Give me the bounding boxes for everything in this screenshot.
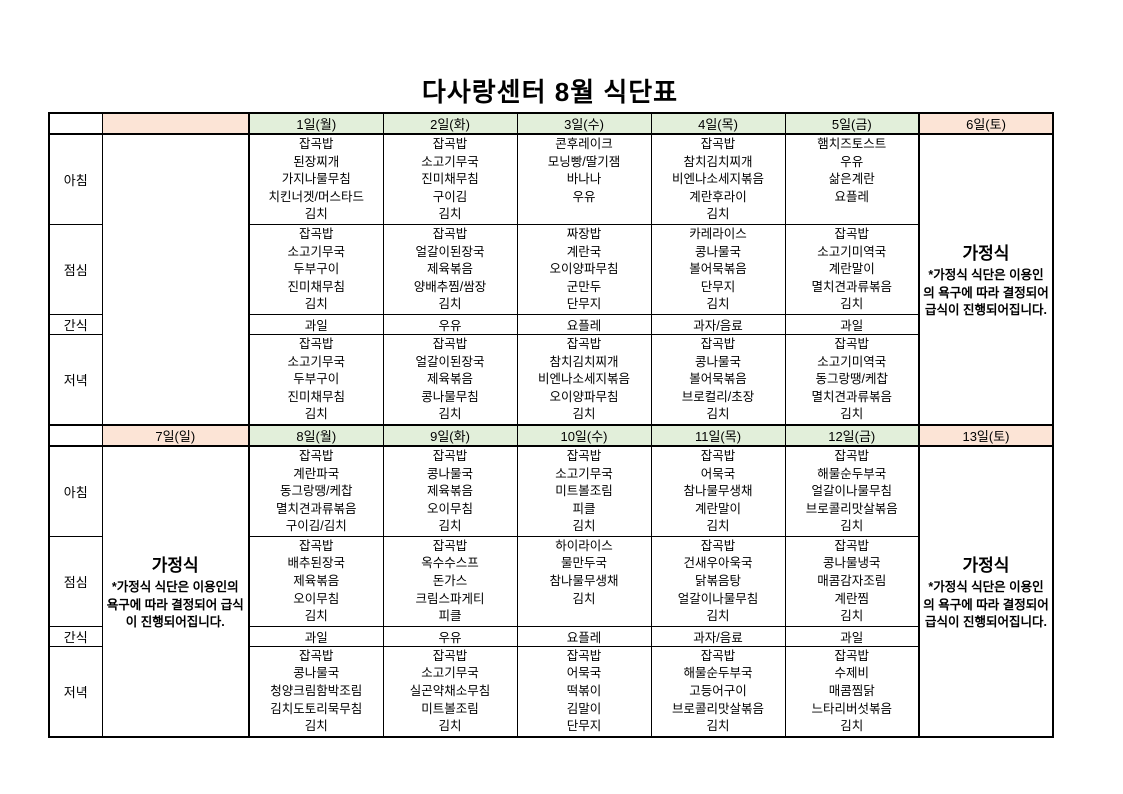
week2-sunday-home-meal: 가정식 *가정식 식단은 이용인의 욕구에 따라 결정되어 급식이 진행되어집니… bbox=[101, 445, 250, 738]
meal-label-breakfast: 아침 bbox=[48, 133, 103, 225]
corner-cell bbox=[48, 423, 103, 447]
week1-sunday-content bbox=[101, 133, 250, 426]
week1-header-sat: 6일(토) bbox=[918, 112, 1054, 135]
snack-cell: 과자/음료 bbox=[650, 625, 786, 647]
home-meal-title: 가정식 bbox=[151, 556, 199, 576]
meal-label-lunch: 점심 bbox=[48, 223, 103, 315]
menu-cell: 잡곡밥 해물순두부국 고등어구이 브로콜리맛살볶음 김치 bbox=[650, 645, 786, 738]
menu-cell: 잡곡밥 어묵국 떡볶이 김말이 단무지 bbox=[516, 645, 652, 738]
menu-cell: 잡곡밥 콩나물국 볼어묵볶음 브로컬리/초장 김치 bbox=[650, 333, 786, 426]
week2-header-mon: 8일(월) bbox=[248, 423, 384, 447]
week2-saturday-home-meal: 가정식 *가정식 식단은 이용인의 욕구에 따라 결정되어 급식이 진행되어집니… bbox=[918, 445, 1054, 738]
week1-saturday-home-meal: 가정식 *가정식 식단은 이용인의 욕구에 따라 결정되어 급식이 진행되어집니… bbox=[918, 133, 1054, 426]
week1-header-tue: 2일(화) bbox=[382, 112, 518, 135]
week2-header-tue: 9일(화) bbox=[382, 423, 518, 447]
week2-header-sunday: 7일(일) bbox=[101, 423, 250, 447]
week1-header-row: 1일(월) 2일(화) 3일(수) 4일(목) 5일(금) 6일(토) bbox=[48, 112, 1054, 135]
menu-cell: 잡곡밥 계란파국 동그랑땡/케찹 멸치견과류볶음 구이김/김치 bbox=[248, 445, 384, 537]
meal-label-dinner: 저녁 bbox=[48, 645, 103, 738]
home-meal-note: *가정식 식단은 이용인의 욕구에 따라 결정되어 급식이 진행되어집니다. bbox=[923, 268, 1049, 318]
menu-cell: 잡곡밥 얼갈이된장국 제육볶음 콩나물무침 김치 bbox=[382, 333, 518, 426]
menu-cell: 잡곡밥 어묵국 참나물무생채 계란말이 김치 bbox=[650, 445, 786, 537]
snack-cell: 요플레 bbox=[516, 313, 652, 335]
menu-cell: 잡곡밥 콩나물냉국 매콤감자조림 계란찜 김치 bbox=[784, 535, 920, 627]
meal-label-snack: 간식 bbox=[48, 313, 103, 335]
meal-label-lunch: 점심 bbox=[48, 535, 103, 627]
menu-cell: 잡곡밥 소고기무국 두부구이 진미채무침 김치 bbox=[248, 223, 384, 315]
snack-cell: 우유 bbox=[382, 313, 518, 335]
week2-breakfast-row: 아침 가정식 *가정식 식단은 이용인의 욕구에 따라 결정되어 급식이 진행되… bbox=[48, 445, 1054, 738]
snack-cell: 과일 bbox=[784, 625, 920, 647]
menu-cell: 잡곡밥 참치김치찌개 비엔나소세지볶음 계란후라이 김치 bbox=[650, 133, 786, 225]
meal-plan-table: 1일(월) 2일(화) 3일(수) 4일(목) 5일(금) 6일(토) 아침 잡… bbox=[48, 112, 1054, 738]
menu-cell: 잡곡밥 콩나물국 제육볶음 오이무침 김치 bbox=[382, 445, 518, 537]
meal-label-breakfast: 아침 bbox=[48, 445, 103, 537]
snack-cell: 과일 bbox=[784, 313, 920, 335]
menu-cell: 잡곡밥 배추된장국 제육볶음 오이무침 김치 bbox=[248, 535, 384, 627]
menu-cell: 잡곡밥 소고기미역국 동그랑땡/케찹 멸치견과류볶음 김치 bbox=[784, 333, 920, 426]
week2-header-wed: 10일(수) bbox=[516, 423, 652, 447]
menu-cell: 하이라이스 물만두국 참나물무생채 김치 bbox=[516, 535, 652, 627]
week1-header-sunday bbox=[101, 112, 250, 135]
week2-header-thu: 11일(목) bbox=[650, 423, 786, 447]
menu-cell: 잡곡밥 소고기무국 실곤약채소무침 미트볼조림 김치 bbox=[382, 645, 518, 738]
menu-cell: 콘후레이크 모닝빵/딸기잼 바나나 우유 bbox=[516, 133, 652, 225]
snack-cell: 과일 bbox=[248, 313, 384, 335]
menu-cell: 잡곡밥 해물순두부국 얼갈이나물무침 브로콜리맛살볶음 김치 bbox=[784, 445, 920, 537]
menu-cell: 잡곡밥 소고기무국 두부구이 진미채무침 김치 bbox=[248, 333, 384, 426]
week1-header-thu: 4일(목) bbox=[650, 112, 786, 135]
week1-breakfast-row: 아침 잡곡밥 된장찌개 가지나물무침 치킨너겟/머스타드 김치 잡곡밥 소고기무… bbox=[48, 133, 1054, 426]
page-title: 다사랑센터 8월 식단표 bbox=[421, 77, 679, 107]
week1-header-mon: 1일(월) bbox=[248, 112, 384, 135]
home-meal-title: 가정식 bbox=[962, 556, 1010, 576]
week2-lunch-row: 점심 잡곡밥 배추된장국 제육볶음 오이무침 김치 잡곡밥 옥수수스프 돈가스 … bbox=[48, 535, 1053, 627]
week2-header-row: 7일(일) 8일(월) 9일(화) 10일(수) 11일(목) 12일(금) 1… bbox=[48, 423, 1054, 447]
menu-cell: 잡곡밥 소고기무국 미트볼조림 피클 김치 bbox=[516, 445, 652, 537]
week2-header-fri: 12일(금) bbox=[784, 423, 920, 447]
menu-cell: 잡곡밥 참치김치찌개 비엔나소세지볶음 오이양파무침 김치 bbox=[516, 333, 652, 426]
snack-cell: 과일 bbox=[248, 625, 384, 647]
meal-label-snack: 간식 bbox=[48, 625, 103, 647]
snack-cell: 과자/음료 bbox=[650, 313, 786, 335]
menu-cell: 잡곡밥 옥수수스프 돈가스 크림스파게티 피클 bbox=[382, 535, 518, 627]
menu-cell: 카레라이스 콩나물국 볼어묵볶음 단무지 김치 bbox=[650, 223, 786, 315]
menu-cell: 잡곡밥 콩나물국 청양크림함박조림 김치도토리묵무침 김치 bbox=[248, 645, 384, 738]
week2-dinner-row: 저녁 잡곡밥 콩나물국 청양크림함박조림 김치도토리묵무침 김치 잡곡밥 소고기… bbox=[48, 645, 1053, 738]
menu-cell: 잡곡밥 얼갈이된장국 제육볶음 양배추찜/쌈장 김치 bbox=[382, 223, 518, 315]
home-meal-title: 가정식 bbox=[962, 244, 1010, 264]
week1-header-wed: 3일(수) bbox=[516, 112, 652, 135]
corner-cell bbox=[48, 112, 103, 135]
menu-cell: 잡곡밥 수제비 매콤찜닭 느타리버섯볶음 김치 bbox=[784, 645, 920, 738]
week1-lunch-row: 점심 잡곡밥 소고기무국 두부구이 진미채무침 김치 잡곡밥 얼갈이된장국 제육… bbox=[48, 223, 1053, 315]
menu-cell: 잡곡밥 된장찌개 가지나물무침 치킨너겟/머스타드 김치 bbox=[248, 133, 384, 225]
home-meal-note: *가정식 식단은 이용인의 욕구에 따라 결정되어 급식이 진행되어집니다. bbox=[923, 580, 1049, 630]
week1-dinner-row: 저녁 잡곡밥 소고기무국 두부구이 진미채무침 김치 잡곡밥 얼갈이된장국 제육… bbox=[48, 333, 1053, 426]
week2-header-sat: 13일(토) bbox=[918, 423, 1054, 447]
menu-cell: 햄치즈토스트 우유 삶은계란 요플레 bbox=[784, 133, 920, 225]
menu-cell: 짜장밥 계란국 오이양파무침 군만두 단무지 bbox=[516, 223, 652, 315]
menu-cell: 잡곡밥 건새우아욱국 닭볶음탕 얼갈이나물무침 김치 bbox=[650, 535, 786, 627]
snack-cell: 우유 bbox=[382, 625, 518, 647]
home-meal-note: *가정식 식단은 이용인의 욕구에 따라 결정되어 급식이 진행되어집니다. bbox=[106, 580, 244, 630]
menu-cell: 잡곡밥 소고기무국 진미채무침 구이김 김치 bbox=[382, 133, 518, 225]
week1-header-fri: 5일(금) bbox=[784, 112, 920, 135]
snack-cell: 요플레 bbox=[516, 625, 652, 647]
menu-cell: 잡곡밥 소고기미역국 계란말이 멸치견과류볶음 김치 bbox=[784, 223, 920, 315]
meal-label-dinner: 저녁 bbox=[48, 333, 103, 426]
